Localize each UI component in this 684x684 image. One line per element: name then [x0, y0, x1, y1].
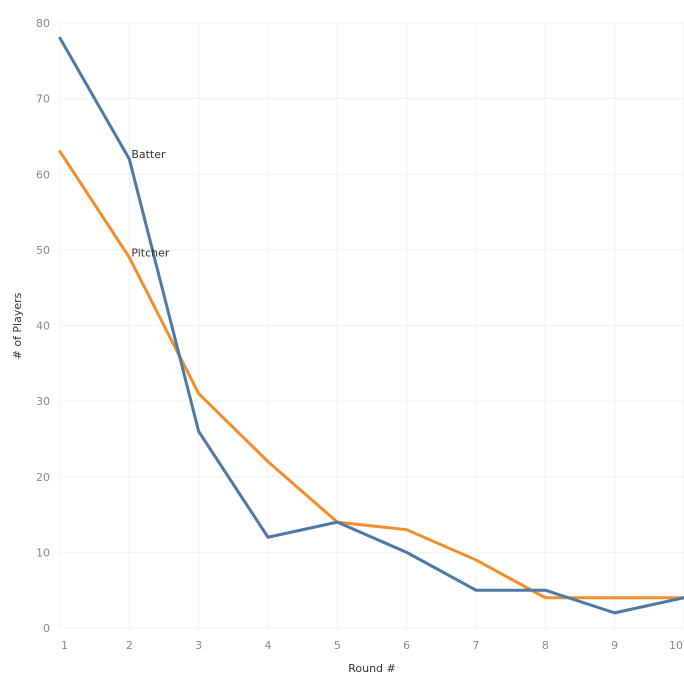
y-tick-label: 50: [36, 244, 50, 257]
y-tick-label: 80: [36, 17, 50, 30]
grid: [59, 22, 684, 629]
x-tick-label: 5: [334, 639, 341, 652]
y-tick-label: 0: [43, 622, 50, 635]
x-tick-label: 2: [126, 639, 133, 652]
y-axis-ticks: 0 10 20 30 40 50 60 70 80: [36, 17, 50, 635]
series-label-pitcher: Pitcher: [131, 246, 170, 259]
x-axis-title: Round #: [348, 662, 396, 675]
x-tick-label: 10: [669, 639, 683, 652]
series-labels: Batter Pitcher: [131, 148, 170, 259]
x-tick-label: 4: [265, 639, 272, 652]
y-tick-label: 30: [36, 395, 50, 408]
series-line-pitcher: [58, 150, 684, 600]
series-line-batter: [58, 36, 684, 615]
series-lines: [58, 36, 684, 615]
x-tick-label: 7: [473, 639, 480, 652]
y-axis-title: # of Players: [11, 292, 24, 359]
series-label-batter: Batter: [131, 148, 166, 161]
x-tick-label: 6: [403, 639, 410, 652]
y-tick-label: 40: [36, 320, 50, 333]
x-axis-ticks: 1 2 3 4 5 6 7 8 9 10: [61, 639, 683, 652]
y-tick-label: 10: [36, 546, 50, 559]
y-tick-label: 60: [36, 168, 50, 181]
y-tick-label: 20: [36, 471, 50, 484]
y-tick-label: 70: [36, 93, 50, 106]
x-tick-label: 9: [611, 639, 618, 652]
x-tick-label: 3: [195, 639, 202, 652]
x-tick-label: 1: [61, 639, 68, 652]
x-tick-label: 8: [542, 639, 549, 652]
